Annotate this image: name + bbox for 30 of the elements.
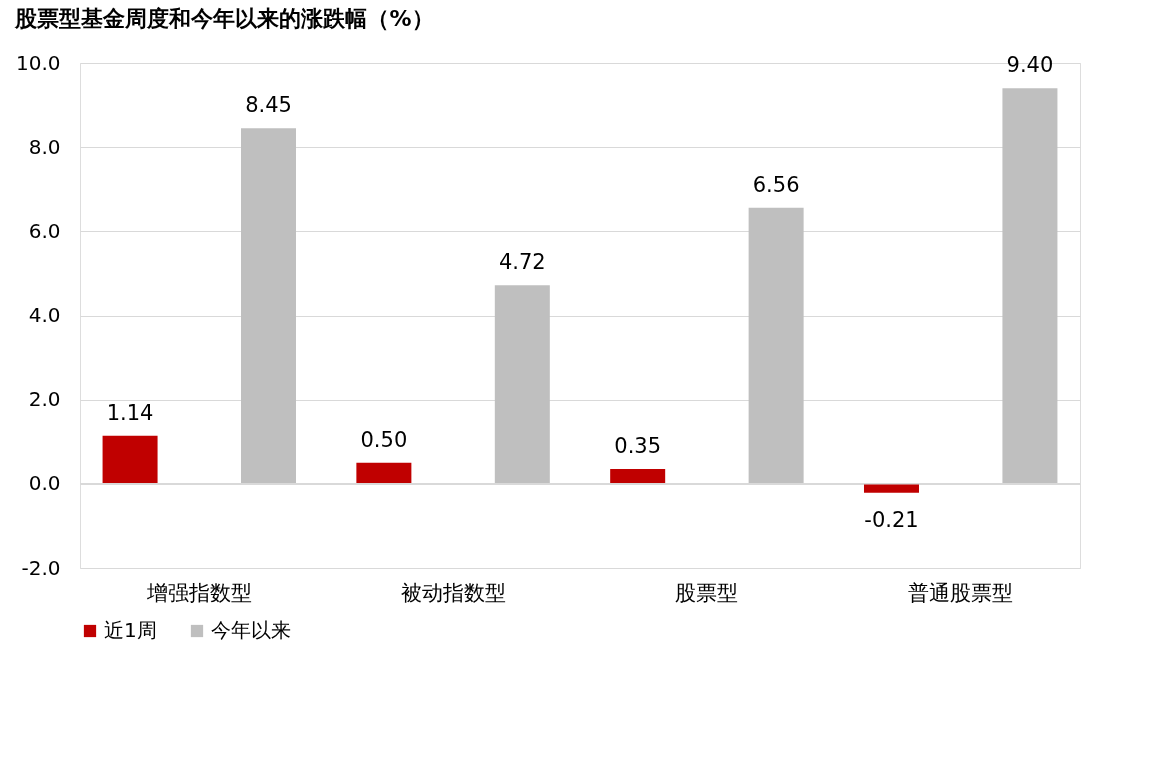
bar (748, 207, 804, 484)
bar (356, 462, 412, 484)
legend-label: 今年以来 (211, 618, 291, 642)
y-tick-label: 8.0 (28, 134, 61, 159)
x-tick-label: 普通股票型 (908, 580, 1014, 605)
data-label: 4.72 (498, 250, 546, 275)
x-tick-label: 被动指数型 (400, 580, 506, 605)
data-label: 8.45 (245, 93, 292, 118)
data-label: 1.14 (106, 400, 154, 425)
x-tick-label: 股票型 (675, 580, 739, 605)
bar (102, 435, 158, 484)
data-label: 9.40 (1006, 53, 1054, 78)
x-tick-label: 增强指数型 (145, 580, 252, 605)
y-tick-label: 0.0 (28, 471, 61, 496)
y-tick-label: 10.0 (15, 50, 61, 75)
bar (1002, 88, 1058, 484)
y-tick-label: 4.0 (28, 303, 61, 327)
bar (863, 483, 919, 493)
y-tick-label: -2.0 (21, 555, 61, 580)
bar (241, 128, 297, 484)
bar (494, 285, 550, 484)
chart-title: 股票型基金周度和今年以来的涨跌幅（%） (14, 6, 434, 31)
data-label: 6.56 (752, 172, 800, 197)
y-tick-label: 2.0 (28, 387, 61, 412)
legend-label: 近1周 (104, 618, 157, 642)
bar (610, 469, 666, 484)
data-label: 0.35 (614, 434, 662, 459)
data-label: -0.21 (864, 507, 919, 532)
y-tick-label: 6.0 (28, 218, 61, 243)
data-label: 0.50 (360, 427, 408, 452)
